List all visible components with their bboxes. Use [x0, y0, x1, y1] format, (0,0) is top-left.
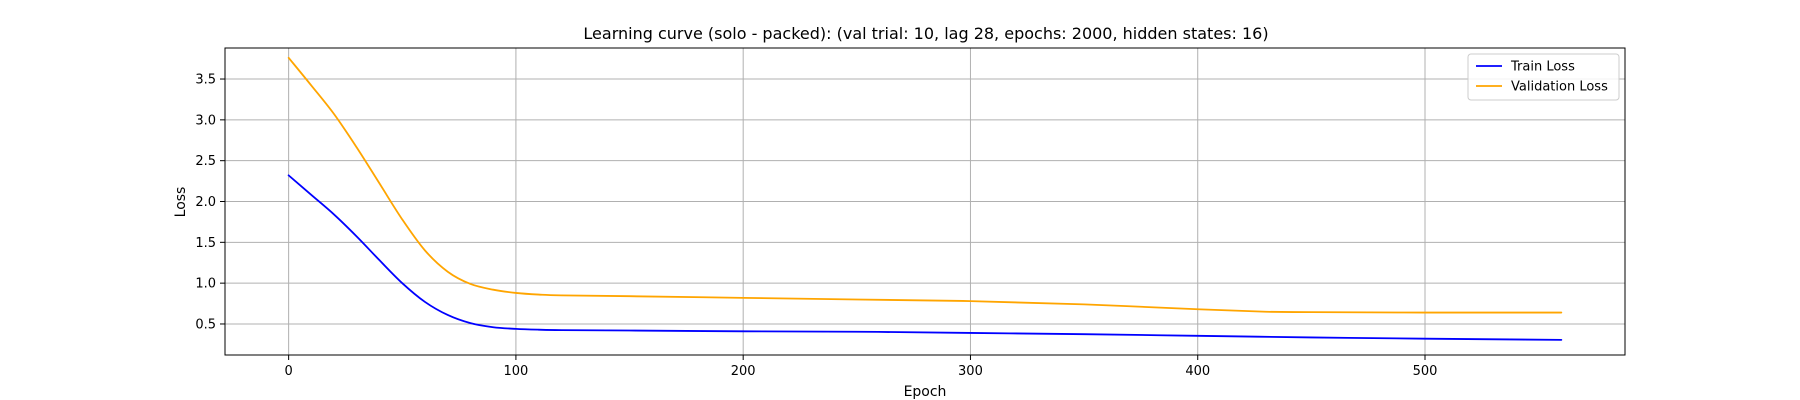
- y-tick-label: 1.5: [195, 236, 216, 251]
- y-tick-label: 2.0: [195, 195, 216, 210]
- y-tick-label: 3.0: [195, 113, 216, 128]
- y-tick-label: 2.5: [195, 154, 216, 169]
- legend: Train Loss Validation Loss: [1467, 53, 1620, 101]
- x-tick-label: 200: [731, 364, 756, 379]
- y-axis-label: Loss: [173, 187, 189, 218]
- series-line-1: [287, 56, 1563, 314]
- x-axis-label: Epoch: [904, 384, 947, 400]
- y-tick-label: 0.5: [195, 317, 216, 332]
- x-tick-label: 0: [284, 364, 292, 379]
- series-lines: [287, 56, 1563, 341]
- legend-entry-0: Train Loss: [1510, 60, 1575, 75]
- grid-lines: [225, 48, 1625, 355]
- axis-ticks: 0 100 200 300 400 500 0.5 1.0 1.5 2.0 2.5 3.0 3.5: [195, 73, 1437, 379]
- y-tick-label: 1.0: [195, 277, 216, 292]
- legend-box: [1467, 53, 1620, 101]
- y-tick-label: 3.5: [195, 73, 216, 88]
- series-line-0: [287, 174, 1563, 341]
- x-tick-label: 400: [1185, 364, 1210, 379]
- x-tick-label: 100: [503, 364, 528, 379]
- x-tick-label: 300: [958, 364, 983, 379]
- legend-entry-1: Validation Loss: [1511, 80, 1608, 95]
- x-tick-label: 500: [1413, 364, 1438, 379]
- chart-title: Learning curve (solo - packed): (val tri…: [583, 24, 1268, 43]
